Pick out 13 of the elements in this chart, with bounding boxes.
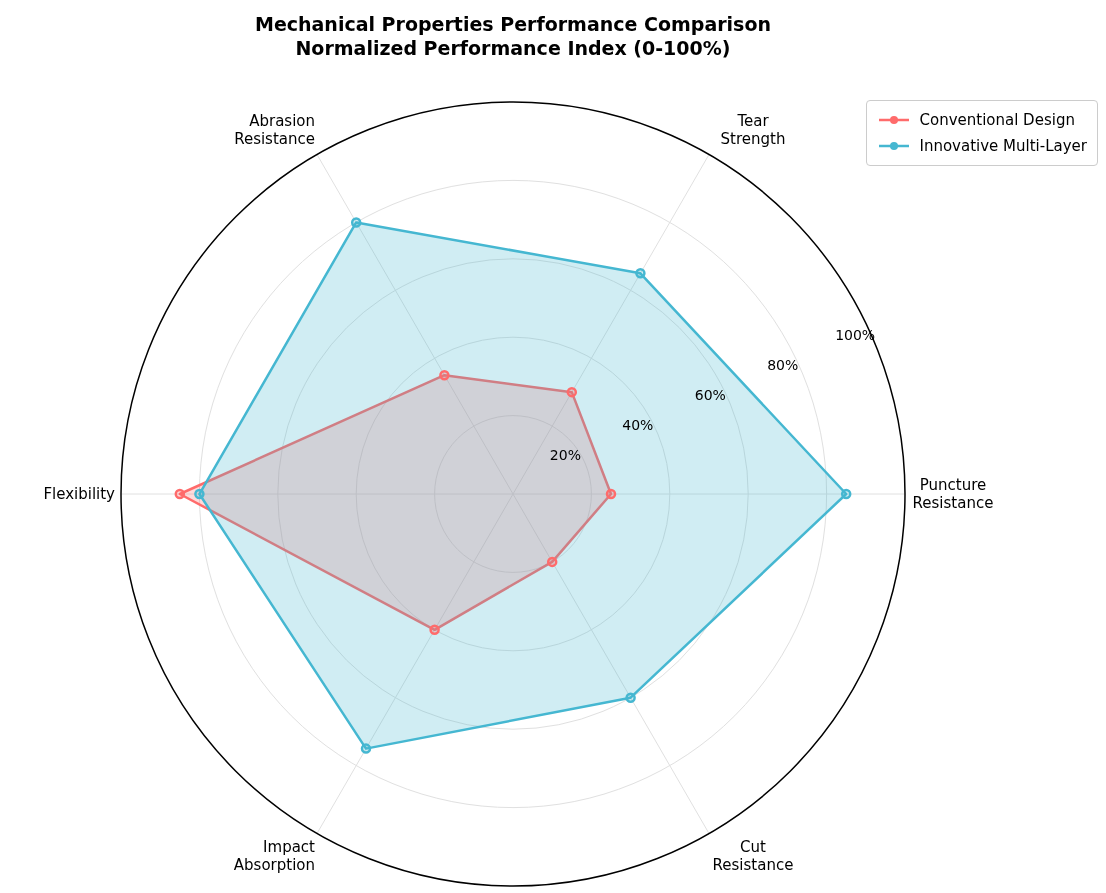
spoke-label: Flexibility <box>43 485 116 503</box>
spoke-label: Abrasion Resistance <box>234 111 315 148</box>
spoke-label: Cut Resistance <box>712 838 794 875</box>
legend-label: Conventional Design <box>919 111 1075 129</box>
y-tick-label: 60% <box>694 386 726 403</box>
y-tick-label: 20% <box>549 447 581 463</box>
legend-label: Innovative Multi-Layer <box>919 137 1087 155</box>
spoke-label: Tear Strength <box>720 111 786 148</box>
spoke-label: Puncture Resistance <box>912 476 994 512</box>
chart-title: Mechanical Properties Performance Comparison Normalized Performance Index (0-100%) <box>253 12 772 60</box>
y-tick-label: 40% <box>622 417 654 433</box>
spoke-label: Impact Absorption <box>233 838 316 875</box>
y-tick-label: 80% <box>767 356 799 373</box>
